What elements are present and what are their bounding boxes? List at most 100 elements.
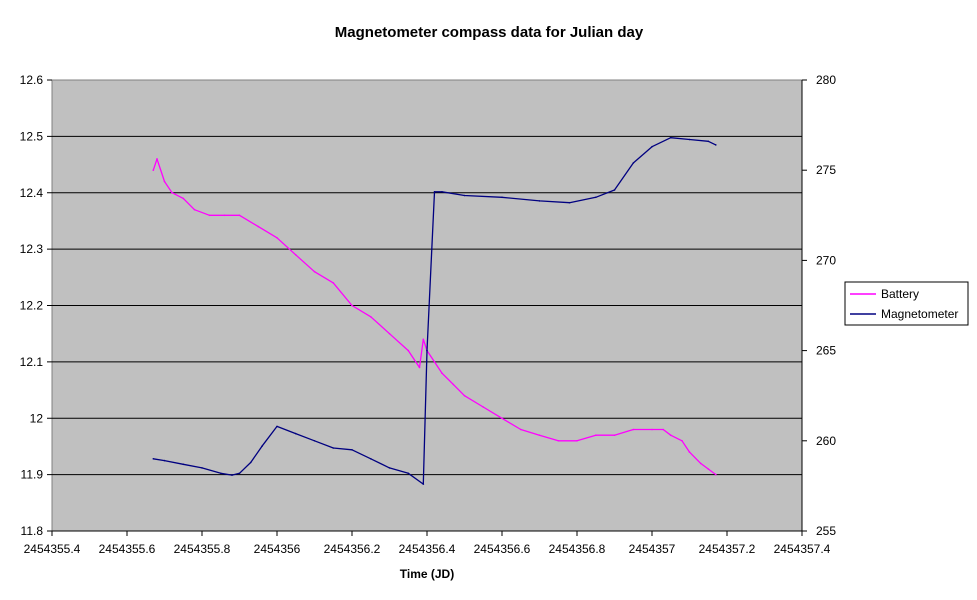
data-point-battery bbox=[662, 428, 664, 431]
y-left-tick-label: 12.4 bbox=[20, 186, 44, 200]
y-right-tick-label: 260 bbox=[816, 434, 836, 448]
y-left-tick-label: 11.8 bbox=[21, 524, 44, 538]
data-point-magnetometer bbox=[388, 467, 391, 469]
y-right-tick-label: 265 bbox=[816, 344, 836, 358]
data-point-magnetometer bbox=[238, 472, 241, 475]
data-point-magnetometer bbox=[538, 200, 541, 202]
data-point-battery bbox=[156, 158, 158, 160]
data-point-magnetometer bbox=[501, 196, 503, 199]
data-point-magnetometer bbox=[715, 144, 717, 146]
data-point-battery bbox=[651, 428, 653, 431]
y-left-tick-label: 12.2 bbox=[20, 299, 44, 313]
data-point-magnetometer bbox=[433, 191, 436, 193]
x-axis-label: Time (JD) bbox=[400, 567, 454, 581]
data-point-magnetometer bbox=[595, 196, 597, 199]
data-point-battery bbox=[452, 383, 455, 386]
data-point-magnetometer bbox=[688, 138, 691, 141]
data-point-magnetometer bbox=[163, 459, 166, 462]
data-point-battery bbox=[707, 468, 710, 470]
x-tick-label: 2454356.2 bbox=[324, 542, 381, 556]
data-point-magnetometer bbox=[407, 472, 410, 475]
data-point-battery bbox=[595, 434, 597, 437]
data-point-battery bbox=[538, 434, 541, 437]
data-point-magnetometer bbox=[231, 474, 233, 476]
legend-label-battery: Battery bbox=[881, 287, 919, 301]
data-point-battery bbox=[238, 214, 241, 217]
data-point-battery bbox=[152, 169, 155, 171]
data-point-magnetometer bbox=[463, 194, 466, 197]
data-point-magnetometer bbox=[568, 201, 571, 204]
data-point-battery bbox=[257, 225, 260, 228]
data-point-magnetometer bbox=[351, 449, 353, 451]
x-tick-label: 2454357 bbox=[629, 542, 676, 556]
data-point-magnetometer bbox=[370, 458, 372, 460]
x-tick-label: 2454355.4 bbox=[24, 542, 81, 556]
data-point-battery bbox=[332, 282, 335, 284]
data-point-battery bbox=[463, 394, 466, 397]
data-point-magnetometer bbox=[182, 463, 185, 466]
data-point-battery bbox=[163, 180, 166, 183]
y-left-tick-label: 12 bbox=[30, 411, 44, 425]
data-point-magnetometer bbox=[707, 140, 710, 143]
data-point-battery bbox=[688, 451, 691, 453]
data-point-battery bbox=[632, 428, 635, 431]
data-point-battery bbox=[681, 440, 683, 442]
data-point-battery bbox=[370, 316, 372, 318]
data-point-magnetometer bbox=[613, 189, 616, 191]
y-right-tick-label: 255 bbox=[816, 524, 836, 538]
y-left-tick-label: 12.3 bbox=[20, 242, 44, 256]
chart-title: Magnetometer compass data for Julian day bbox=[335, 24, 644, 41]
data-point-battery bbox=[715, 473, 717, 476]
axes: 12.6 12.5 12.4 12.3 12.2 12.1 12 11.9 11.8 280 275… bbox=[20, 73, 837, 556]
legend-label-magnetometer: Magnetometer bbox=[881, 307, 958, 321]
data-point-magnetometer bbox=[632, 162, 635, 164]
data-point-magnetometer bbox=[669, 136, 672, 139]
y-right-tick-label: 280 bbox=[816, 73, 836, 87]
data-point-magnetometer bbox=[201, 467, 203, 469]
y-left-tick-label: 11.9 bbox=[21, 468, 44, 482]
data-point-battery bbox=[171, 191, 173, 194]
data-point-magnetometer bbox=[152, 458, 155, 460]
x-tick-label: 2454355.8 bbox=[174, 542, 231, 556]
data-point-battery bbox=[482, 406, 485, 408]
data-point-magnetometer bbox=[313, 440, 316, 442]
gridlines bbox=[52, 135, 802, 476]
data-point-battery bbox=[422, 338, 425, 341]
data-point-battery bbox=[351, 304, 353, 307]
legend-box bbox=[844, 281, 969, 326]
data-point-magnetometer bbox=[276, 425, 278, 428]
data-point-magnetometer bbox=[261, 445, 263, 448]
data-point-battery bbox=[699, 462, 702, 465]
data-point-battery bbox=[208, 214, 211, 217]
data-point-battery bbox=[613, 434, 616, 437]
x-tick-label: 2454357.2 bbox=[699, 542, 756, 556]
data-point-battery bbox=[313, 270, 316, 273]
data-point-battery bbox=[669, 434, 672, 437]
data-point-battery bbox=[520, 428, 522, 431]
data-point-magnetometer bbox=[426, 349, 428, 352]
data-point-battery bbox=[441, 372, 443, 375]
data-point-magnetometer bbox=[441, 191, 443, 193]
data-point-battery bbox=[418, 366, 421, 369]
data-point-magnetometer bbox=[220, 472, 222, 475]
x-tick-label: 2454356.8 bbox=[549, 542, 606, 556]
series-layer bbox=[152, 136, 717, 485]
y-left-tick-label: 12.6 bbox=[20, 73, 44, 87]
data-point-battery bbox=[182, 197, 185, 200]
data-point-battery bbox=[407, 349, 410, 352]
data-point-magnetometer bbox=[422, 483, 425, 485]
data-point-magnetometer bbox=[294, 432, 297, 435]
data-point-magnetometer bbox=[250, 461, 252, 464]
series-line-battery bbox=[152, 158, 717, 476]
data-point-battery bbox=[388, 332, 391, 335]
data-point-battery bbox=[294, 254, 297, 256]
data-point-battery bbox=[193, 208, 196, 211]
x-tick-label: 2454356 bbox=[254, 542, 301, 556]
data-point-battery bbox=[557, 440, 560, 442]
y-left-tick-label: 12.5 bbox=[20, 129, 44, 143]
y-right-tick-label: 270 bbox=[816, 253, 836, 267]
data-point-magnetometer bbox=[332, 447, 335, 449]
x-tick-label: 2454355.6 bbox=[99, 542, 156, 556]
data-point-battery bbox=[433, 361, 436, 363]
